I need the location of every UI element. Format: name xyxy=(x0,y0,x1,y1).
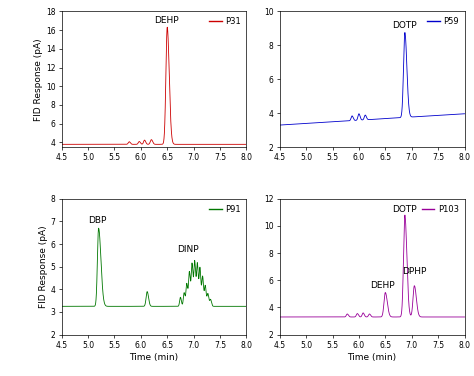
Legend: P103: P103 xyxy=(420,203,460,215)
Legend: P91: P91 xyxy=(208,203,242,215)
Text: DBP: DBP xyxy=(88,216,107,225)
Text: DEHP: DEHP xyxy=(370,281,395,290)
Text: DOTP: DOTP xyxy=(392,205,417,214)
Y-axis label: FID Response (pA): FID Response (pA) xyxy=(39,225,48,308)
X-axis label: Time (min): Time (min) xyxy=(347,353,397,362)
Text: DEHP: DEHP xyxy=(154,16,179,25)
Text: DOTP: DOTP xyxy=(392,21,417,30)
X-axis label: Time (min): Time (min) xyxy=(129,353,179,362)
Legend: P31: P31 xyxy=(207,15,242,28)
Text: DPHP: DPHP xyxy=(402,267,427,276)
Text: DINP: DINP xyxy=(178,245,199,254)
Y-axis label: FID Response (pA): FID Response (pA) xyxy=(34,38,43,121)
Legend: P59: P59 xyxy=(426,15,460,28)
